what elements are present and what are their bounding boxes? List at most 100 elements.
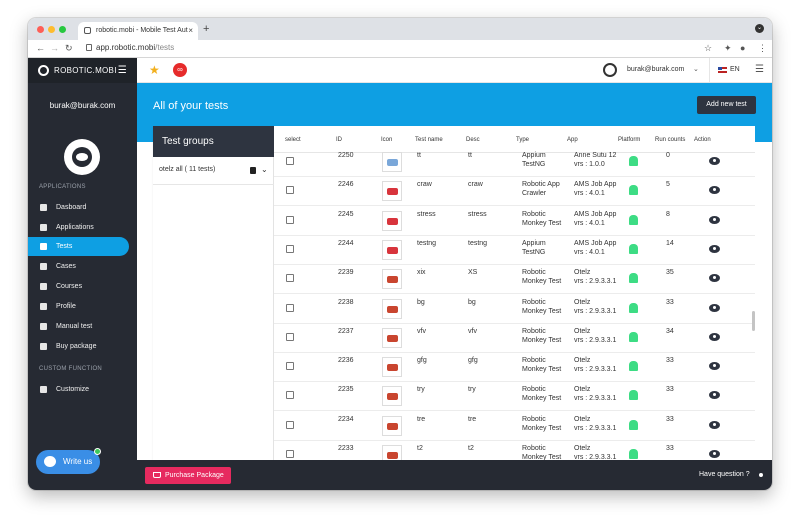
eye-icon[interactable] [709,244,720,253]
star-icon[interactable]: ★ [149,63,160,77]
sidebar-item-customize[interactable]: Customize [28,380,137,399]
row-checkbox[interactable] [286,244,294,253]
new-tab-button[interactable]: + [203,23,210,35]
app-icon [382,357,402,378]
book-icon [40,283,47,290]
app-icon [382,152,402,172]
sidebar-user-email: burak@burak.com [49,101,116,110]
infinity-badge[interactable]: ∞ [173,63,187,77]
sidebar-item-manual-test[interactable]: Manual test [28,317,137,336]
topbar: ★ ∞ burak@burak.com ⌄ EN ☰ [137,58,772,83]
eye-icon[interactable] [709,450,720,458]
sidebar-item-dashboard[interactable]: Dasboard [28,198,137,217]
maximize-window-icon[interactable] [59,26,66,33]
cell-type-line2: TestNG [522,248,546,256]
android-icon [629,361,638,372]
browser-menu-icon[interactable]: ⋮ [758,43,767,53]
tab-close-icon[interactable]: × [188,26,193,35]
app-icon-mark [387,188,398,196]
cell-type-line1: Appium [522,239,546,247]
have-question-link[interactable]: Have question ? [699,471,750,478]
cell-id: 2238 [338,298,354,306]
cell-desc: t2 [468,445,474,452]
row-checkbox[interactable] [286,391,294,400]
row-checkbox[interactable] [286,215,294,224]
back-icon[interactable]: ← [36,43,45,53]
sidebar-item-label: Applications [56,224,94,231]
row-checkbox[interactable] [286,274,294,283]
cell-app-line1: Anne Sutu 12 [574,152,617,159]
eye-icon[interactable] [709,274,720,283]
write-us-button[interactable]: Write us [36,448,101,474]
eye-icon[interactable] [709,157,720,165]
list-menu-icon[interactable]: ☰ [755,64,764,75]
sidebar-item-cases[interactable]: Cases [28,257,137,276]
sidebar-item-label: Dasboard [56,204,87,211]
row-checkbox[interactable] [286,362,294,371]
url-field[interactable]: app.robotic.mobi/tests [96,43,174,52]
profile-icon[interactable]: ● [740,43,746,53]
chevron-down-icon[interactable]: ⌄ [693,66,699,73]
cell-test-name: gfg [417,357,427,365]
app: ROBOTIC.MOBI ☰ burak@burak.com APPLICATI… [28,58,772,490]
cell-run-counts: 8 [666,210,670,218]
test-group-item[interactable]: otelz all ( 11 tests) ⌄ [153,157,274,185]
table-row: 2239 xix XS Robotic Monkey Test Otelz vrs : 2.… [274,265,755,295]
purchase-package-button[interactable]: Purchase Package [145,467,231,484]
table-row: 2234 tre tre Robotic Monkey Test Otelz vrs : 2… [274,412,755,441]
cell-id: 2244 [338,239,354,247]
app-icon [382,210,402,231]
cell-type-line2: Crawler [522,190,547,198]
extensions-icon[interactable]: ✦ [724,43,732,53]
cell-type-line2: Monkey Test [522,395,562,403]
eye-icon[interactable] [709,303,720,312]
row-checkbox[interactable] [286,157,294,165]
browser-tab[interactable]: robotic.mobi - Mobile Test Aut × [78,22,198,40]
tab-menu-icon[interactable]: ⌄ [755,24,764,33]
eye-icon[interactable] [709,420,720,429]
add-new-test-button[interactable]: Add new test [697,96,756,114]
eye-icon[interactable] [709,215,720,224]
row-checkbox[interactable] [286,186,294,195]
cell-desc: testng [468,239,488,247]
bug-icon[interactable] [603,63,617,77]
table-scrollbar[interactable] [752,311,755,331]
language-selector[interactable]: EN [709,58,749,83]
eye-icon[interactable] [709,186,720,195]
bookmark-star-icon[interactable]: ☆ [704,43,713,53]
android-icon [629,214,638,225]
hamburger-icon[interactable]: ☰ [117,65,127,76]
sidebar-item-buy-package[interactable]: Buy package [28,337,137,356]
sidebar-item-courses[interactable]: Courses [28,277,137,296]
chevron-down-icon[interactable]: ⌄ [261,165,268,174]
sidebar-item-profile[interactable]: Profile [28,297,137,316]
eye-icon[interactable] [709,332,720,341]
sidebar-item-applications[interactable]: Applications [28,218,137,237]
eye-icon[interactable] [709,362,720,371]
trash-icon[interactable] [250,167,256,174]
row-checkbox[interactable] [286,303,294,312]
row-checkbox[interactable] [286,420,294,429]
cell-type-line2: Monkey Test [522,219,562,227]
url-host: app.robotic.mobi [96,43,156,52]
cell-app-line1: Otelz [574,269,591,277]
app-icon-mark [387,217,398,225]
tab-title: robotic.mobi - Mobile Test Aut [96,27,188,34]
minimize-window-icon[interactable] [48,26,55,33]
sidebar-item-tests[interactable]: Tests [28,237,129,256]
table-row: 2233 t2 t2 Robotic Monkey Test Otelz vrs : 2.9… [274,441,755,460]
hand-icon [40,323,47,330]
cell-test-name: xix [417,269,426,277]
forward-icon[interactable]: → [50,43,59,53]
close-window-icon[interactable] [37,26,44,33]
app-icon-mark [387,452,398,459]
app-icon [382,298,402,319]
eye-icon[interactable] [709,391,720,400]
reload-icon[interactable]: ↻ [65,43,73,53]
topbar-user[interactable]: burak@burak.com [627,66,685,73]
cell-test-name: craw [417,181,432,189]
cell-app-line2: vrs : 2.9.3.3.1 [574,454,617,460]
row-checkbox[interactable] [286,450,294,458]
row-checkbox[interactable] [286,332,294,341]
brand[interactable]: ROBOTIC.MOBI ☰ [28,58,137,83]
